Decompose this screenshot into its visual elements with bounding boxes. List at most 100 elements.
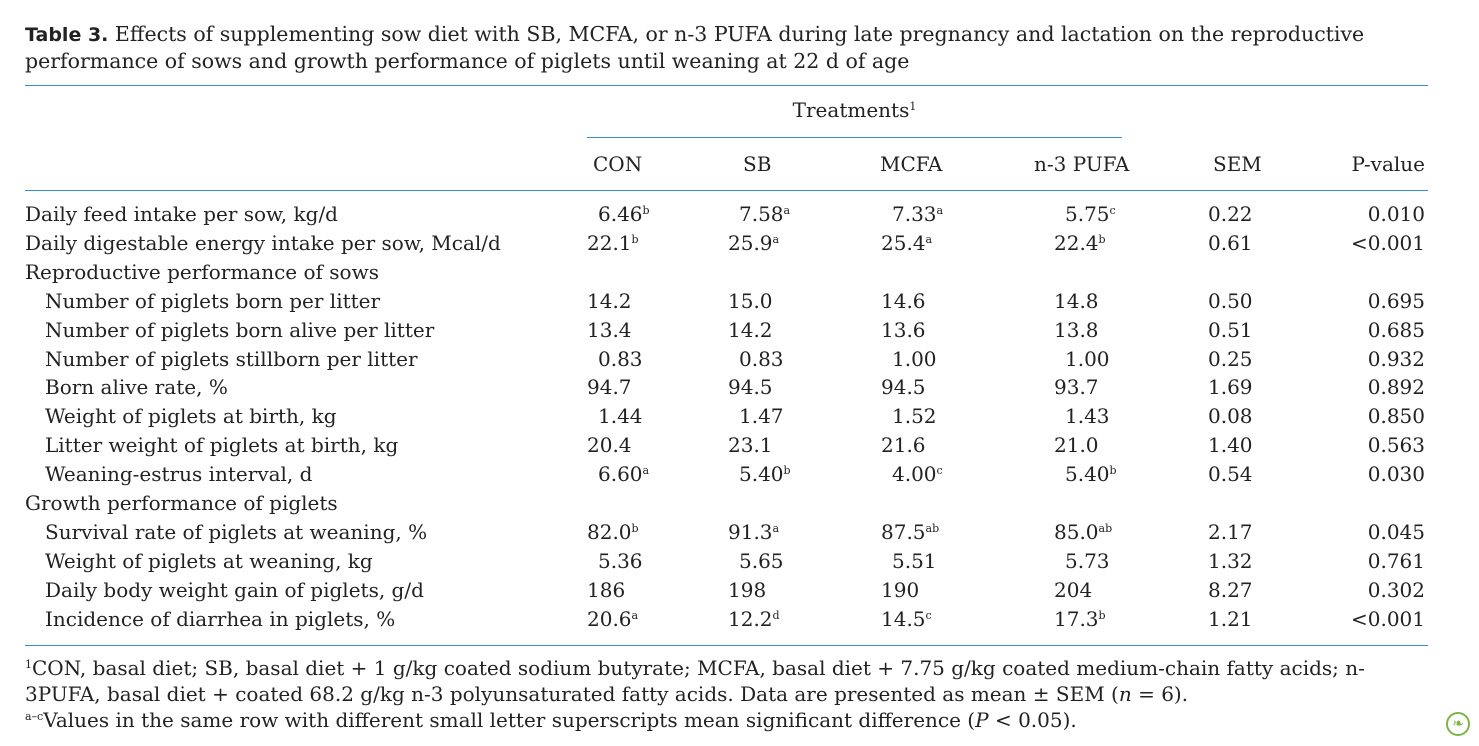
treatment-value: 190 xyxy=(881,577,920,602)
sem-value: 1.69 xyxy=(1208,375,1253,400)
p-value xyxy=(1308,489,1425,518)
treatment-value: 87.5ab xyxy=(881,519,940,544)
treatment-value: 82.0b xyxy=(587,519,639,544)
table-row: Daily digestable energy intake per sow, … xyxy=(25,229,1425,258)
significance-letter: ab xyxy=(925,521,940,535)
row-label: Daily feed intake per sow, kg/d xyxy=(25,202,338,226)
significance-letter: b xyxy=(783,464,791,478)
col-header-sb: SB xyxy=(743,152,772,176)
table-row: Incidence of diarrhea in piglets, % 20.6a… xyxy=(25,605,1425,634)
footnote-2: a–cValues in the same row with different… xyxy=(25,708,1077,732)
bottom-rule xyxy=(25,645,1428,646)
significance-letter: a xyxy=(642,464,650,478)
treatment-value: 14.6 xyxy=(881,288,926,313)
sem-value: 1.21 xyxy=(1208,606,1253,631)
treatment-value: 5.65 xyxy=(739,548,784,573)
treatment-value: 94.5 xyxy=(728,375,773,400)
section-row: Growth performance of piglets xyxy=(25,489,1425,518)
p-value: 0.045 xyxy=(1367,519,1425,544)
treatments-footnote-mark: 1 xyxy=(909,100,917,113)
row-label: Weight of piglets at birth, kg xyxy=(45,404,337,429)
treatment-value xyxy=(587,489,728,518)
treatment-value: 7.33a xyxy=(892,202,944,226)
row-label: Growth performance of piglets xyxy=(25,491,338,516)
table-caption-text: Effects of supplementing sow diet with S… xyxy=(25,22,1365,73)
treatment-value: 20.6a xyxy=(587,606,639,631)
treatment-value: 22.4b xyxy=(1054,230,1106,255)
table-row: Weight of piglets at weaning, kg 5.36 5.65… xyxy=(25,547,1425,576)
sem-value xyxy=(1208,489,1308,518)
significance-letter: b xyxy=(1098,608,1106,622)
sem-value: 0.51 xyxy=(1208,317,1253,342)
sem-value: 0.50 xyxy=(1208,288,1253,313)
table-caption: Table 3. Effects of supplementing sow di… xyxy=(25,21,1435,74)
treatment-value xyxy=(728,258,881,287)
treatment-value: 21.6 xyxy=(881,433,926,458)
row-label: Daily digestable energy intake per sow, … xyxy=(25,230,501,255)
sem-value: 0.61 xyxy=(1208,230,1253,255)
table-row: Weaning-estrus interval, d 6.60a 5.40b 4.00… xyxy=(25,460,1425,489)
treatment-value: 21.0 xyxy=(1054,433,1099,458)
treatment-value: 1.47 xyxy=(739,404,784,429)
row-label: Incidence of diarrhea in piglets, % xyxy=(45,606,396,631)
treatment-value: 4.00c xyxy=(892,462,943,487)
treatment-value: 22.1b xyxy=(587,230,639,255)
sem-value: 1.40 xyxy=(1208,433,1253,458)
p-value: 0.695 xyxy=(1367,288,1425,313)
sem-value: 8.27 xyxy=(1208,577,1253,602)
treatment-value: 13.6 xyxy=(881,317,926,342)
section-row: Reproductive performance of sows xyxy=(25,258,1425,287)
footnotes: 1CON, basal diet; SB, basal diet + 1 g/k… xyxy=(25,655,1435,733)
treatment-value xyxy=(1054,258,1208,287)
col-header-con: CON xyxy=(593,152,643,176)
treatments-header: Treatments1 xyxy=(792,98,917,122)
col-header-pvalue: P-value xyxy=(1351,152,1425,176)
p-value: 0.761 xyxy=(1367,548,1425,573)
treatment-value xyxy=(728,489,881,518)
treatment-value: 14.8 xyxy=(1054,288,1099,313)
leaf-icon[interactable]: ❧ xyxy=(1446,712,1470,736)
col-header-n3pufa: n-3 PUFA xyxy=(1034,152,1130,176)
significance-letter: c xyxy=(936,464,943,478)
significance-letter: c xyxy=(1109,204,1116,217)
row-label: Weaning-estrus interval, d xyxy=(45,462,313,487)
treatment-value xyxy=(587,258,728,287)
table-row: Born alive rate, % 94.7 94.5 94.5 93.7 1.69 0.… xyxy=(25,373,1425,402)
treatment-value: 0.83 xyxy=(739,346,784,371)
footnote-1: 1CON, basal diet; SB, basal diet + 1 g/k… xyxy=(25,656,1365,706)
row-label: Weight of piglets at weaning, kg xyxy=(45,548,373,573)
treatment-value: 5.73 xyxy=(1065,548,1110,573)
p-value: 0.850 xyxy=(1367,404,1425,429)
treatment-value: 23.1 xyxy=(728,433,773,458)
treatment-value: 13.8 xyxy=(1054,317,1099,342)
significance-letter: b xyxy=(631,521,639,535)
treatment-value: 85.0ab xyxy=(1054,519,1113,544)
significance-letter: c xyxy=(925,608,932,622)
significance-letter: a xyxy=(936,204,944,217)
row-label: Reproductive performance of sows xyxy=(25,259,379,284)
p-value: 0.010 xyxy=(1367,202,1425,226)
sem-value: 1.32 xyxy=(1208,548,1253,573)
treatment-value: 14.2 xyxy=(728,317,773,342)
header-rule xyxy=(25,190,1428,191)
treatment-value: 204 xyxy=(1054,577,1093,602)
significance-letter: a xyxy=(631,608,639,622)
treatment-value: 1.52 xyxy=(892,404,937,429)
significance-letter: a xyxy=(783,204,791,217)
treatments-rule xyxy=(587,137,1122,138)
significance-letter: a xyxy=(772,232,780,246)
treatment-value: 14.5c xyxy=(881,606,932,631)
table-row: Daily feed intake per sow, kg/d 6.46b 7.58… xyxy=(25,200,1425,229)
treatment-value: 20.4 xyxy=(587,433,632,458)
treatment-value: 5.40b xyxy=(739,462,791,487)
sem-value: 0.22 xyxy=(1208,202,1253,226)
row-label: Number of piglets born alive per litter xyxy=(45,317,435,342)
sem-value: 0.08 xyxy=(1208,404,1253,429)
treatment-value xyxy=(1054,489,1208,518)
treatment-value: 12.2d xyxy=(728,606,780,631)
treatment-value: 94.7 xyxy=(587,375,632,400)
treatment-value: 94.5 xyxy=(881,375,926,400)
treatment-value: 14.2 xyxy=(587,288,632,313)
significance-letter: a xyxy=(772,521,780,535)
p-value: 0.932 xyxy=(1367,346,1425,371)
